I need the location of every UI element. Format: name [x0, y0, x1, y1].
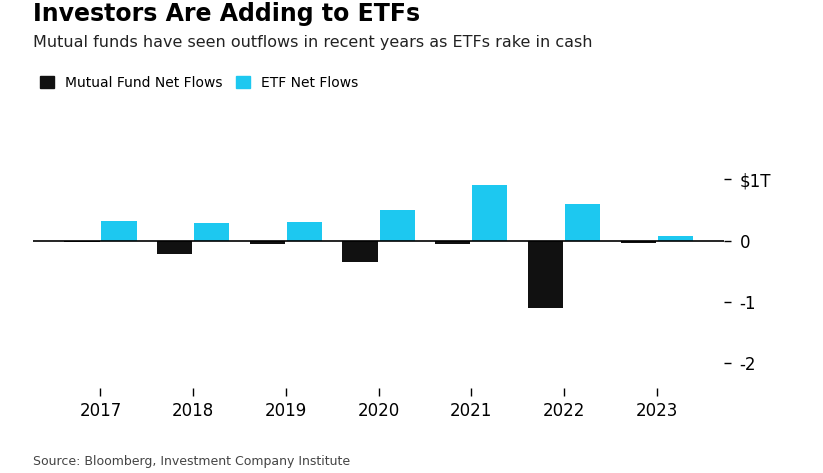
Bar [286, 222, 322, 241]
Bar [157, 241, 193, 254]
Bar [472, 185, 508, 241]
Bar [621, 241, 656, 243]
Bar [64, 241, 100, 243]
Text: Investors Are Adding to ETFs: Investors Are Adding to ETFs [33, 2, 420, 26]
Bar [528, 241, 563, 308]
Bar [435, 241, 471, 244]
Legend: Mutual Fund Net Flows, ETF Net Flows: Mutual Fund Net Flows, ETF Net Flows [40, 76, 359, 89]
Text: Mutual funds have seen outflows in recent years as ETFs rake in cash: Mutual funds have seen outflows in recen… [33, 35, 593, 51]
Bar [194, 223, 230, 241]
Text: Source: Bloomberg, Investment Company Institute: Source: Bloomberg, Investment Company In… [33, 455, 350, 468]
Bar [565, 204, 600, 241]
Bar [249, 241, 285, 244]
Bar [658, 236, 693, 241]
Bar [379, 210, 415, 241]
Bar [101, 221, 137, 241]
Bar [342, 241, 378, 262]
